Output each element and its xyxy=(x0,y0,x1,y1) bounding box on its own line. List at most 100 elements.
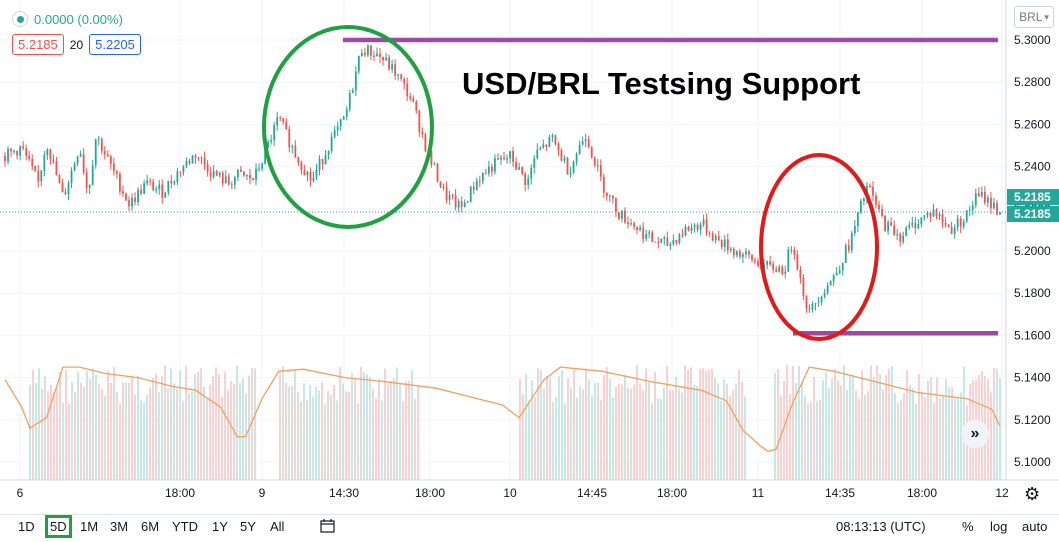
candle-body xyxy=(859,200,862,213)
candle-body xyxy=(88,185,91,188)
candle-body xyxy=(645,233,648,239)
candle-body xyxy=(37,171,40,182)
y-tick-label: 5.2000 xyxy=(1014,244,1051,258)
candle-body xyxy=(917,224,920,229)
timeframe-ytd[interactable]: YTD xyxy=(172,519,198,534)
candle-body xyxy=(418,110,421,132)
candle-body xyxy=(497,158,499,160)
candle-body xyxy=(799,269,802,278)
candle-body xyxy=(630,223,632,225)
candle-body xyxy=(345,109,348,118)
candle-body xyxy=(421,131,424,135)
legend-change: 0.0000 (0.00%) xyxy=(34,11,123,27)
timeframe-1m[interactable]: 1M xyxy=(80,519,99,534)
candle-body xyxy=(993,202,995,209)
candle-body xyxy=(500,157,502,160)
candle-body xyxy=(309,172,312,181)
candle-body xyxy=(766,261,769,265)
candle-body xyxy=(872,186,874,196)
timeframe-5y[interactable]: 5Y xyxy=(240,519,256,534)
candle-body xyxy=(94,139,97,166)
candle-body xyxy=(472,186,475,190)
candle-body xyxy=(388,57,390,70)
timeframe-3m[interactable]: 3M xyxy=(110,519,129,534)
candle-body xyxy=(696,224,699,230)
candle-body xyxy=(987,197,989,203)
candle-body xyxy=(230,184,233,186)
candle-body xyxy=(720,240,723,248)
candle-body xyxy=(739,251,741,257)
candle-body xyxy=(793,249,796,255)
candle-body xyxy=(729,248,732,251)
candle-body xyxy=(808,308,811,310)
candle-body xyxy=(167,180,170,193)
bid-price[interactable]: 5.2185 xyxy=(12,34,64,55)
log-toggle[interactable]: log xyxy=(990,519,1008,534)
candle-body xyxy=(321,158,324,165)
timeframe-1d[interactable]: 1D xyxy=(18,519,35,534)
candle-body xyxy=(406,83,409,97)
candle-body xyxy=(950,226,953,235)
x-tick-label: 18:00 xyxy=(415,486,445,500)
candle-body xyxy=(506,158,508,160)
candle-body xyxy=(445,187,448,200)
candle-body xyxy=(947,224,950,227)
candle-body xyxy=(853,225,856,234)
clock-time[interactable]: 08:13:13 (UTC) xyxy=(836,519,926,534)
candle-body xyxy=(324,154,327,165)
candle-body xyxy=(717,235,720,241)
candle-body xyxy=(306,172,309,176)
candle-body xyxy=(636,226,638,230)
candle-body xyxy=(376,53,378,57)
candle-body xyxy=(708,233,711,235)
gear-icon[interactable]: ⚙ xyxy=(1024,484,1041,504)
date-range-icon[interactable] xyxy=(320,519,336,536)
currency-button[interactable]: BRL ▾ xyxy=(1014,6,1054,28)
green-highlight-circle xyxy=(262,25,434,229)
candle-body xyxy=(131,197,133,207)
scroll-to-realtime-button[interactable]: » xyxy=(961,420,989,448)
x-tick-label: 12 xyxy=(995,486,1009,500)
candle-body xyxy=(31,158,34,166)
candle-body xyxy=(515,161,518,170)
candle-body xyxy=(990,197,992,209)
candle-body xyxy=(732,248,735,256)
candle-body xyxy=(103,151,106,155)
candle-body xyxy=(212,170,215,177)
candle-body xyxy=(73,163,76,171)
candle-body xyxy=(863,198,865,201)
candle-body xyxy=(61,182,64,193)
ask-price[interactable]: 5.2205 xyxy=(89,34,141,55)
candle-body xyxy=(923,215,926,218)
candle-body xyxy=(615,198,617,213)
candle-body xyxy=(608,195,611,197)
timeframe-6m[interactable]: 6M xyxy=(141,519,160,534)
percent-toggle[interactable]: % xyxy=(962,519,974,534)
candle-body xyxy=(255,168,257,180)
candle-body xyxy=(814,303,817,305)
chart-title: USD/BRL Testsing Support xyxy=(462,66,860,101)
candle-body xyxy=(920,217,923,225)
candle-body xyxy=(642,227,645,239)
candle-body xyxy=(999,212,1001,215)
candle-body xyxy=(566,157,569,175)
candle-body xyxy=(203,157,206,165)
timeframe-1y[interactable]: 1Y xyxy=(212,519,228,534)
candle-body xyxy=(454,195,457,208)
last-price-label: 5.2185 xyxy=(1014,190,1051,204)
candle-body xyxy=(524,173,527,185)
candle-body xyxy=(530,167,533,179)
candle-body xyxy=(572,161,575,173)
candle-body xyxy=(34,165,37,172)
candle-body xyxy=(847,245,850,251)
double-chevron-right-icon: » xyxy=(970,425,980,442)
timeframe-5d[interactable]: 5D xyxy=(45,515,72,538)
legend: 0.0000 (0.00%) 5.2185 20 5.2205 xyxy=(12,9,141,55)
candle-body xyxy=(890,222,893,226)
candle-body xyxy=(285,121,288,130)
candle-body xyxy=(905,227,908,236)
last-price-tag xyxy=(1007,189,1059,205)
auto-toggle[interactable]: auto xyxy=(1022,519,1048,534)
timeframe-all[interactable]: All xyxy=(270,519,285,534)
